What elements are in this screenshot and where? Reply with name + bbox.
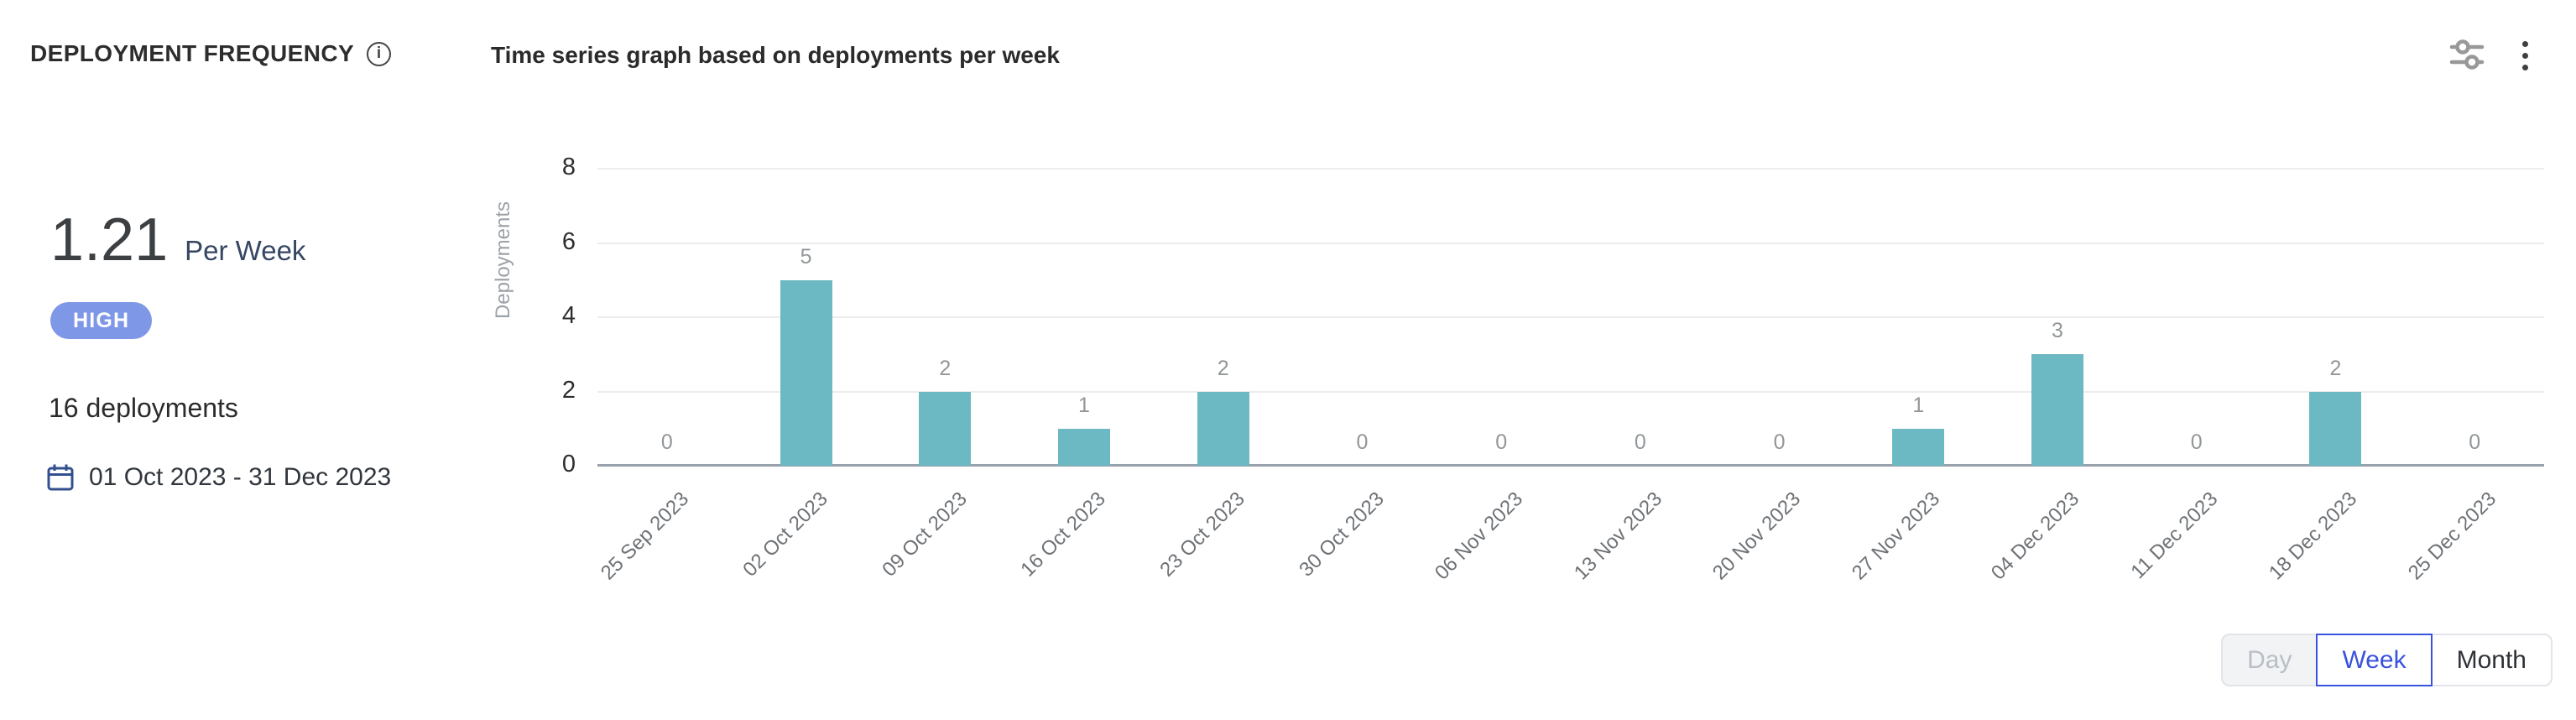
x-axis-label: 30 Oct 2023 — [1294, 488, 1389, 582]
bar[interactable] — [1058, 428, 1110, 466]
bar-value-label: 0 — [1773, 430, 1786, 454]
gridline — [597, 168, 2544, 170]
gridline — [597, 242, 2544, 244]
x-axis-label: 23 Oct 2023 — [1155, 488, 1249, 582]
x-axis-line — [597, 464, 2544, 467]
bar-value-label: 0 — [2190, 430, 2203, 454]
x-axis-label: 06 Nov 2023 — [1430, 488, 1528, 585]
gridline — [597, 390, 2544, 393]
plot-area: 0 2 4 6 8 0 25 Sep 2023 5 02 Oct 2023 2 09 Oct 202… — [562, 154, 2544, 584]
info-icon[interactable]: i — [367, 41, 392, 66]
calendar-icon — [47, 464, 74, 491]
y-axis-tick: 0 — [561, 451, 576, 477]
bar-value-label: 0 — [1495, 430, 1508, 454]
x-axis-label: 18 Dec 2023 — [2265, 488, 2362, 585]
date-range: 01 Oct 2023 - 31 Dec 2023 — [89, 463, 392, 491]
x-axis-label: 09 Oct 2023 — [877, 488, 972, 582]
bar-value-label: 1 — [1078, 393, 1090, 417]
date-range-row: 01 Oct 2023 - 31 Dec 2023 — [47, 463, 391, 492]
x-axis-label: 27 Nov 2023 — [1848, 488, 1945, 585]
status-badge: HIGH — [50, 302, 153, 339]
x-axis-label: 13 Nov 2023 — [1569, 488, 1666, 585]
toggle-week[interactable]: Week — [2316, 634, 2433, 686]
widget-title: DEPLOYMENT FREQUENCY — [30, 40, 355, 66]
x-axis-label: 02 Oct 2023 — [738, 488, 832, 582]
chart-subtitle: Time series graph based on deployments p… — [491, 42, 1060, 68]
bar-value-label: 5 — [800, 244, 812, 269]
deployments-count: 16 deployments — [49, 393, 238, 423]
bar-value-label: 2 — [2329, 356, 2342, 380]
x-axis-label: 25 Dec 2023 — [2403, 488, 2501, 585]
granularity-toggle-group: Day Week Month — [2221, 634, 2553, 686]
bar-value-label: 3 — [2052, 319, 2063, 343]
bar-value-label: 0 — [1634, 430, 1646, 454]
bar-value-label: 2 — [1217, 356, 1229, 380]
bar-value-label: 0 — [660, 430, 673, 454]
metric-unit: Per Week — [185, 235, 306, 266]
bar[interactable] — [2031, 354, 2083, 466]
widget-header: DEPLOYMENT FREQUENCY i — [30, 40, 392, 67]
kebab-menu-icon[interactable] — [2507, 32, 2542, 79]
x-axis-label: 04 Dec 2023 — [1986, 488, 2084, 585]
toggle-day[interactable]: Day — [2221, 634, 2318, 686]
metric-value: 1.21 — [50, 206, 169, 274]
y-axis-tick: 8 — [561, 154, 576, 180]
x-axis-label: 16 Oct 2023 — [1016, 488, 1111, 582]
filter-settings-button[interactable] — [2447, 35, 2487, 76]
gridline — [597, 316, 2544, 318]
bar[interactable] — [1892, 428, 1945, 466]
bar[interactable] — [2309, 391, 2362, 466]
bar[interactable] — [780, 279, 832, 466]
x-axis-label: 11 Dec 2023 — [2126, 488, 2223, 584]
y-axis-tick: 2 — [561, 376, 576, 404]
x-axis-label: 25 Sep 2023 — [596, 488, 693, 585]
y-axis-tick: 6 — [561, 227, 576, 255]
y-axis-title: Deployments — [492, 201, 514, 320]
bar-value-label: 2 — [939, 356, 952, 380]
y-axis-tick: 4 — [561, 302, 576, 329]
bar-value-label: 0 — [1356, 430, 1369, 454]
metric-row: 1.21 Per Week — [50, 210, 305, 270]
sliders-filter-icon — [2449, 39, 2485, 70]
toggle-month[interactable]: Month — [2430, 634, 2553, 686]
bar[interactable] — [1197, 391, 1249, 466]
x-axis-label: 20 Nov 2023 — [1708, 488, 1806, 585]
bar[interactable] — [919, 391, 972, 466]
bar-value-label: 0 — [2469, 430, 2481, 454]
bar-value-label: 1 — [1912, 393, 1925, 417]
